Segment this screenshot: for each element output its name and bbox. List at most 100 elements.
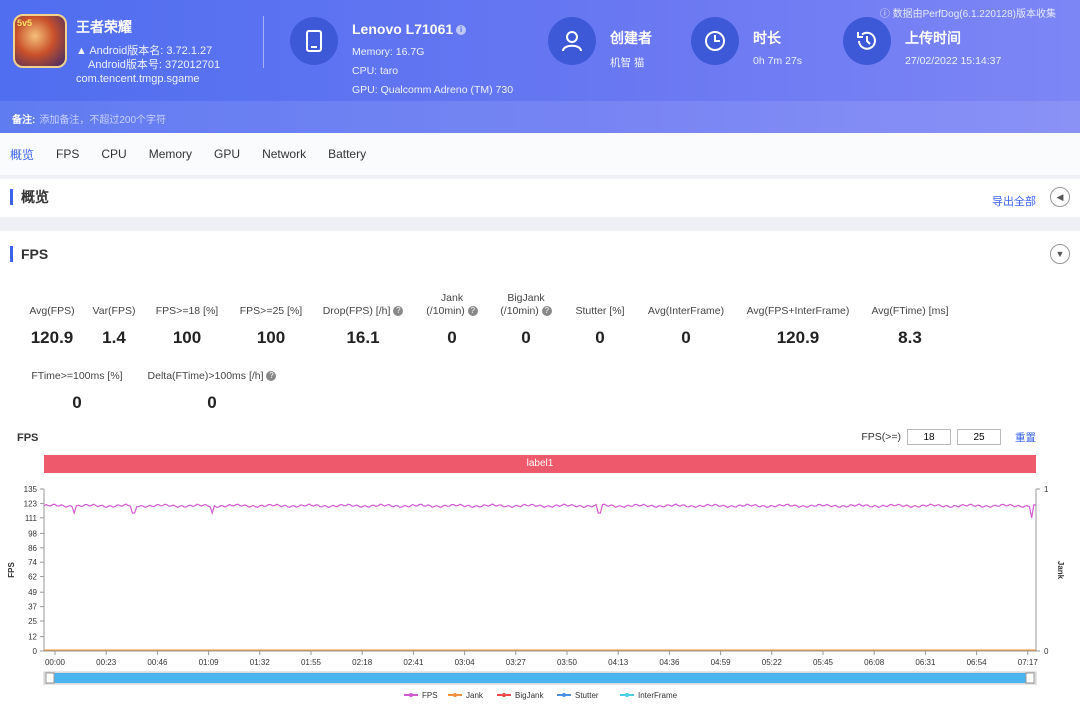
tab-fps[interactable]: FPS	[56, 147, 80, 161]
duration-value: 0h 7m 27s	[753, 55, 803, 67]
metric-stutter: Stutter [%] 0	[570, 292, 630, 348]
device-cpu: CPU: taro	[352, 65, 399, 77]
metric-avg-fps-interframe: Avg(FPS+InterFrame) 120.9	[742, 292, 854, 348]
metric-label-text: Drop(FPS) [/h]	[322, 305, 391, 317]
package-name: com.tencent.tmgp.sgame	[76, 73, 200, 85]
threshold-label: FPS(>=)	[861, 431, 901, 443]
help-icon[interactable]: ?	[393, 306, 404, 317]
tablet-icon	[306, 30, 322, 52]
y-tick-label: 12	[28, 633, 37, 642]
scrollbar-left-handle	[45, 672, 55, 684]
collapse-left-icon[interactable]: ◀	[1050, 187, 1070, 207]
x-tick-label: 06:54	[967, 658, 988, 667]
y2-tick-label: 1	[1044, 485, 1049, 494]
legend-dot	[625, 693, 629, 697]
creator-circle	[548, 17, 596, 65]
metric-label-text: Jank (/10min)	[426, 292, 465, 317]
tab-gpu[interactable]: GPU	[214, 147, 241, 161]
x-tick-label: 06:31	[915, 658, 936, 667]
device-title-text: Lenovo L71061	[352, 21, 454, 37]
y-tick-label: 111	[25, 514, 38, 523]
x-tick-label: 00:46	[147, 658, 168, 667]
help-icon[interactable]: ?	[467, 306, 478, 317]
export-all-button[interactable]: 导出全部	[992, 196, 1036, 208]
label-bar[interactable]: label1	[44, 455, 1036, 473]
tab-overview[interactable]: 概览	[10, 147, 35, 162]
duration-title: 时长	[753, 30, 781, 46]
fps-chart: 0 12 25 37 49 62 74 86 98 111 123 135 0 1 FPS Jank 00:00…	[7, 485, 1065, 700]
metric-value: 0	[207, 393, 217, 412]
threshold-input-1[interactable]	[907, 429, 951, 445]
x-tick-label: 04:13	[608, 658, 629, 667]
android-version-name: ▲ Android版本名: 3.72.1.27	[76, 42, 212, 58]
y-tick-label: 86	[28, 544, 37, 553]
threshold-input-2[interactable]	[957, 429, 1001, 445]
metric-label: Avg(FPS)	[29, 305, 75, 317]
y-tick-label: 74	[28, 558, 37, 567]
note-input[interactable]: 添加备注，不超过200个字符	[39, 115, 167, 126]
app-name: 王者荣耀	[76, 19, 132, 35]
device-title: Lenovo L71061 i	[352, 21, 467, 37]
note-bar[interactable]: 备注: 添加备注，不超过200个字符	[0, 101, 1080, 133]
android-version-name-text: Android版本名: 3.72.1.27	[89, 45, 213, 57]
x-tick-label: 05:45	[813, 658, 834, 667]
x-tick-label: 00:00	[45, 658, 66, 667]
metric-label: Delta(FTime)>100ms [/h] ?	[142, 370, 282, 383]
y2-axis-label: Jank	[1056, 561, 1065, 580]
legend-dot	[453, 693, 457, 697]
app-icon-badge: 5v5	[17, 18, 33, 28]
metric-label: Avg(FPS+InterFrame)	[746, 305, 850, 317]
metric-label: FPS>=25 [%]	[239, 305, 303, 317]
clock-icon	[705, 31, 725, 51]
tab-cpu[interactable]: CPU	[101, 147, 127, 161]
metric-value: 0	[447, 328, 457, 347]
app-icon: 5v5	[13, 14, 67, 68]
reset-button[interactable]: 重置	[1015, 431, 1036, 444]
device-memory: Memory: 16.7G	[352, 46, 425, 58]
fps-series-line	[43, 503, 1037, 518]
tab-memory[interactable]: Memory	[148, 147, 193, 161]
user-icon	[562, 31, 582, 52]
chevron-down-icon[interactable]: ▼	[1050, 244, 1070, 264]
metric-ftime-ge-100: FTime>=100ms [%] 0	[26, 370, 128, 413]
metric-avg-ftime: Avg(FTime) [ms] 8.3	[866, 292, 954, 348]
overview-title: 概览	[10, 189, 49, 205]
tab-battery[interactable]: Battery	[328, 147, 367, 161]
metric-label-text: BigJank (/10min)	[500, 292, 545, 317]
upload-title: 上传时间	[905, 30, 961, 46]
metric-label: BigJank (/10min) ?	[494, 292, 558, 318]
y-tick-label: 25	[28, 617, 37, 626]
legend-label: Jank	[466, 691, 484, 700]
x-tick-label: 00:23	[96, 658, 117, 667]
metric-delta-ftime: Delta(FTime)>100ms [/h] ? 0	[142, 370, 282, 413]
metric-label: FPS>=18 [%]	[155, 305, 219, 317]
legend-label: Stutter	[575, 691, 599, 700]
tab-network[interactable]: Network	[262, 147, 307, 161]
y-axis-label: FPS	[7, 562, 16, 578]
x-tick-label: 03:27	[506, 658, 527, 667]
x-tick-label: 04:36	[659, 658, 680, 667]
metric-bigjank: BigJank (/10min) ? 0	[494, 292, 558, 348]
x-tick-label: 03:50	[557, 658, 578, 667]
tab-bar: 概览 FPS CPU Memory GPU Network Battery	[0, 133, 1080, 175]
chart-title: FPS	[17, 432, 39, 444]
creator-title: 创建者	[610, 30, 652, 46]
help-icon[interactable]: ?	[541, 306, 552, 317]
info-icon: ⓘ	[879, 9, 893, 20]
metric-avg-interframe: Avg(InterFrame) 0	[642, 292, 730, 348]
x-tick-label: 01:32	[250, 658, 271, 667]
metric-label: Avg(InterFrame)	[647, 305, 725, 317]
legend-label: FPS	[422, 691, 438, 700]
metric-avg-fps: Avg(FPS) 120.9	[28, 292, 76, 348]
metric-label-text: Delta(FTime)>100ms [/h]	[147, 370, 264, 382]
x-tick-label: 07:17	[1018, 658, 1039, 667]
x-tick-label: 06:08	[864, 658, 885, 667]
help-icon[interactable]: ?	[266, 371, 277, 382]
x-tick-label: 03:04	[455, 658, 476, 667]
scrollbar-right-handle	[1025, 672, 1035, 684]
x-tick-label: 04:59	[711, 658, 732, 667]
y-tick-label: 62	[28, 573, 37, 582]
scrollbar-thumb	[54, 673, 1026, 683]
device-info-icon[interactable]: i	[456, 25, 467, 36]
upload-circle	[843, 17, 891, 65]
